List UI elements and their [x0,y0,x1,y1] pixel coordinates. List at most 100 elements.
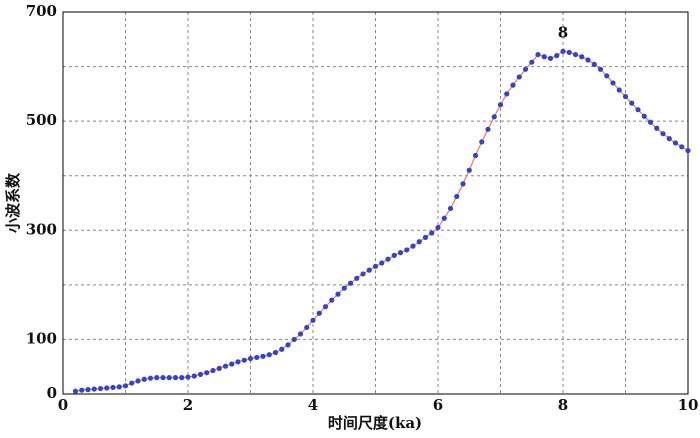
data-point [354,275,360,281]
data-point [429,230,435,236]
data-point [160,375,166,381]
data-point [441,215,447,221]
data-point [235,359,241,365]
data-point [254,354,260,361]
data-point [297,331,304,337]
data-point [385,256,391,262]
data-point [322,304,329,310]
data-point [91,386,97,392]
data-point [629,100,635,106]
data-point [479,139,485,145]
data-point [522,66,529,72]
data-point [610,80,616,86]
data-point [604,73,610,79]
data-point [141,376,147,382]
data-point [529,59,535,65]
data-point [72,388,79,394]
data-line [75,50,689,392]
data-point [454,193,460,200]
data-point [291,336,297,343]
data-point [110,384,116,391]
data-point [79,387,85,393]
x-tick-label: 2 [183,396,193,414]
data-point [491,114,497,120]
data-point [216,365,222,371]
data-point [104,385,110,391]
data-point [504,91,510,97]
data-point [116,384,122,390]
data-point [316,310,322,316]
data-point [554,53,560,59]
data-point [641,113,647,119]
data-point [497,102,504,108]
data-point [122,383,129,389]
data-point [135,378,141,384]
data-point [560,48,566,54]
data-point [572,51,579,58]
data-point [366,267,372,273]
data-point [241,357,247,363]
data-point [154,375,160,381]
y-tick-label: 300 [26,220,57,238]
data-point [660,131,666,137]
data-point [279,346,285,352]
data-point [672,140,679,146]
data-point [466,167,472,173]
data-point [379,260,385,266]
data-point [547,55,554,61]
y-axis-label: 小波系数 [4,172,22,233]
data-point [335,291,341,297]
data-point [347,280,354,286]
data-point [485,126,491,132]
data-point [229,361,235,367]
data-point [97,385,104,392]
data-point [191,373,197,379]
data-point [566,49,572,55]
data-point [272,349,279,356]
data-point [285,342,291,348]
data-point [635,107,641,113]
data-point [210,367,216,374]
data-point [185,374,191,380]
data-point [616,87,622,93]
data-point [404,247,410,253]
peak-annotation: 8 [558,23,568,41]
data-point [172,375,179,381]
data-point [329,297,335,303]
y-tick-label: 700 [26,2,57,20]
data-point [422,234,429,240]
y-tick-label: 0 [47,384,57,402]
x-axis-label: 时间尺度(ka) [328,414,422,432]
data-point [647,119,654,125]
data-point [129,380,135,386]
x-tick-label: 8 [558,396,568,414]
data-point [685,148,691,154]
data-point [516,74,522,80]
data-point [166,375,172,381]
plot-frame [62,11,689,395]
data-point [372,263,379,269]
data-point [416,239,422,245]
data-point [597,66,604,72]
data-point [510,82,516,88]
data-point [654,125,660,131]
data-point [204,370,210,376]
x-tick-label: 10 [678,396,699,414]
data-point [460,181,466,187]
data-point [447,205,454,212]
data-point [541,54,547,60]
y-tick-label: 500 [26,111,57,129]
data-point [260,353,266,359]
x-tick-label: 0 [58,396,68,414]
data-point [435,224,441,231]
data-point [197,371,204,377]
data-point [391,252,397,258]
data-point [410,243,416,249]
data-point [622,93,629,100]
data-point [666,136,672,142]
data-point [304,324,310,331]
data-point [85,387,91,393]
data-point [591,61,597,67]
data-point [360,271,366,277]
